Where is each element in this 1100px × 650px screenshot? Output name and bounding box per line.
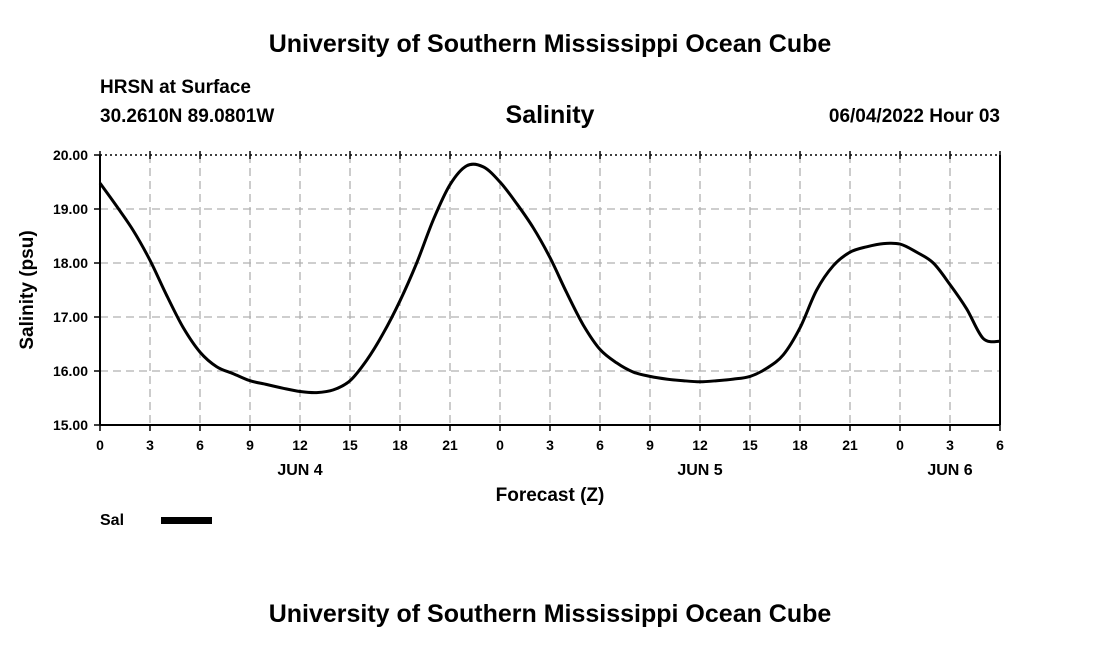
- day-label: JUN 5: [677, 462, 722, 479]
- y-tick-label: 19.00: [53, 201, 88, 217]
- y-tick-label: 17.00: [53, 309, 88, 325]
- x-tick-label: 3: [546, 437, 554, 453]
- x-tick-label: 15: [742, 437, 758, 453]
- x-tick-label: 3: [946, 437, 954, 453]
- salinity-chart: 15.00 16.00 17.00 18.00 19.00 20.00 0 3 6 9 12 15 1…: [17, 147, 1004, 529]
- x-axis-ticks: 0 3 6 9 12 15 18 21 0 3 6 9 12 15 18 21 0 3 6: [96, 151, 1004, 453]
- legend-swatch-sal: [161, 517, 212, 524]
- x-tick-label: 21: [442, 437, 458, 453]
- x-tick-label: 0: [96, 437, 104, 453]
- forecast-datetime: 06/04/2022 Hour 03: [828, 106, 1000, 127]
- x-tick-label: 6: [996, 437, 1004, 453]
- x-axis-label: Forecast (Z): [496, 485, 605, 506]
- footer-title: University of Southern Mississippi Ocean…: [268, 600, 832, 628]
- x-tick-label: 0: [896, 437, 904, 453]
- x-tick-label: 15: [342, 437, 358, 453]
- chart-title: Salinity: [505, 101, 595, 129]
- x-tick-label: 9: [646, 437, 654, 453]
- y-tick-label: 16.00: [53, 363, 88, 379]
- x-tick-label: 9: [246, 437, 254, 453]
- x-tick-label: 12: [292, 437, 308, 453]
- day-label: JUN 4: [277, 462, 322, 479]
- x-tick-label: 6: [596, 437, 604, 453]
- y-tick-label: 18.00: [53, 255, 88, 271]
- y-tick-label: 20.00: [53, 147, 88, 163]
- x-tick-label: 21: [842, 437, 858, 453]
- series-line-sal: [98, 162, 1001, 395]
- y-tick-label: 15.00: [53, 417, 88, 433]
- y-axis-ticks: 15.00 16.00 17.00 18.00 19.00 20.00: [53, 147, 100, 433]
- x-tick-label: 3: [146, 437, 154, 453]
- day-label: JUN 6: [927, 462, 972, 479]
- x-tick-label: 6: [196, 437, 204, 453]
- x-tick-label: 12: [692, 437, 708, 453]
- grid: [100, 155, 1000, 425]
- legend: Sal: [100, 512, 212, 529]
- x-tick-label: 18: [792, 437, 808, 453]
- station-coordinates: 30.2610N 89.0801W: [100, 106, 275, 127]
- day-labels: JUN 4 JUN 5 JUN 6: [277, 462, 972, 479]
- report-title: University of Southern Mississippi Ocean…: [268, 30, 832, 58]
- legend-label-sal: Sal: [100, 512, 124, 529]
- station-label: HRSN at Surface: [100, 77, 251, 98]
- x-tick-label: 0: [496, 437, 504, 453]
- x-tick-label: 18: [392, 437, 408, 453]
- y-axis-label: Salinity (psu): [17, 230, 38, 349]
